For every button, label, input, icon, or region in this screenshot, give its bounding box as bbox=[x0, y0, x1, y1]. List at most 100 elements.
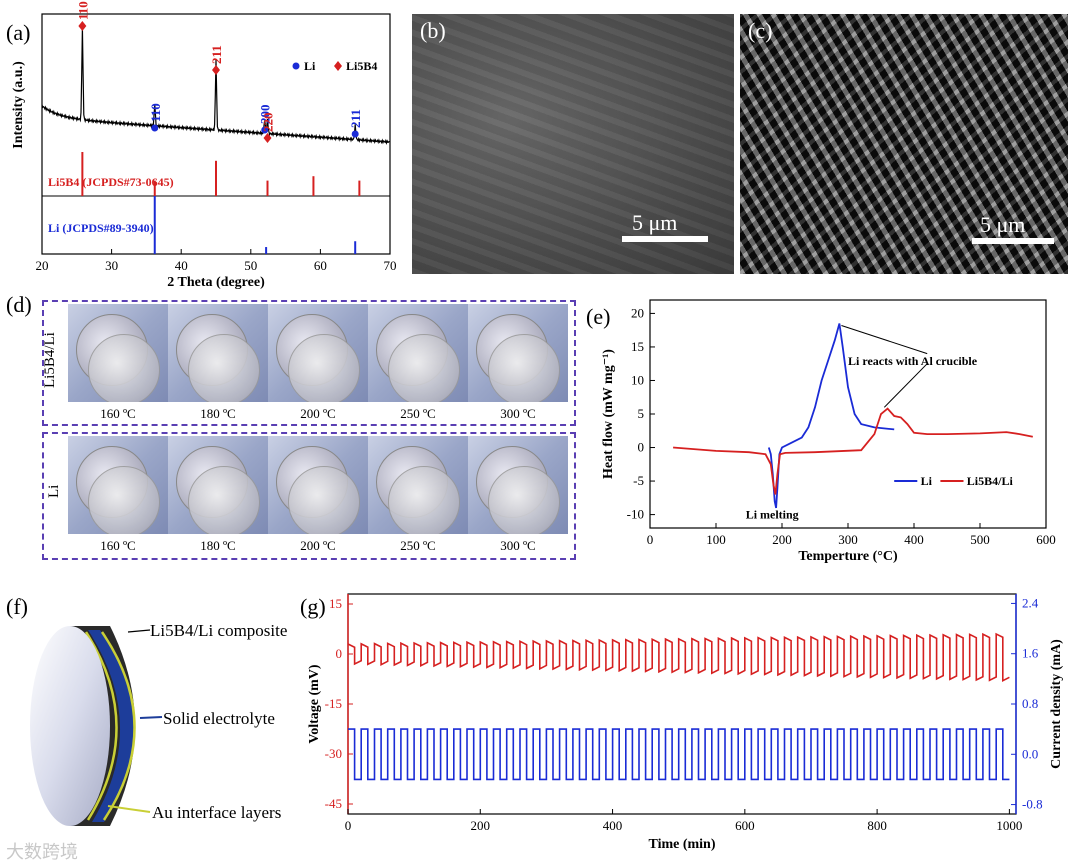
x-tick-label: 400 bbox=[603, 818, 623, 833]
disk bbox=[188, 466, 260, 534]
disk bbox=[388, 334, 460, 402]
y-tick-label: -15 bbox=[325, 696, 342, 711]
temperature-caption: 300 ºC bbox=[500, 406, 536, 421]
callout-line bbox=[139, 716, 163, 719]
x-tick-label: 500 bbox=[970, 532, 990, 547]
annotation-arrow bbox=[883, 363, 928, 408]
temperature-caption: 180 ºC bbox=[200, 538, 236, 553]
sample-photo bbox=[168, 304, 268, 402]
x-tick-label: 30 bbox=[105, 258, 118, 273]
photo-row-li5b4: Li5B4/Li bbox=[42, 300, 576, 426]
li-peak-marker bbox=[261, 126, 269, 134]
panel-c-label: (c) bbox=[748, 18, 773, 43]
scale-bar bbox=[972, 238, 1054, 244]
callout-line bbox=[107, 805, 151, 813]
series-line-voltage bbox=[347, 632, 1010, 683]
xrd-chart: (a) 20 30 40 50 60 70 2 Theta (degree) Intensit… bbox=[6, 1, 397, 290]
peak-label: 211 bbox=[209, 45, 224, 64]
li5b4-peak-marker bbox=[212, 65, 220, 75]
peak-label: 200 bbox=[258, 105, 273, 125]
x-tick-label: 300 bbox=[838, 532, 858, 547]
sample-photo bbox=[468, 304, 568, 402]
li5b4-peak-marker bbox=[78, 21, 87, 31]
series-line-li5b4li bbox=[673, 407, 1033, 495]
x-tick-label: 400 bbox=[904, 532, 924, 547]
x-tick-label: 200 bbox=[471, 818, 491, 833]
y-tick-label: 20 bbox=[631, 305, 644, 320]
disk bbox=[488, 466, 560, 534]
temperature-caption: 250 ºC bbox=[400, 538, 436, 553]
y-tick-label: 0 bbox=[638, 440, 645, 455]
y-tick-label: -10 bbox=[627, 507, 644, 522]
sample-photo bbox=[368, 436, 468, 534]
y-axis-title: Voltage (mV) bbox=[307, 664, 322, 744]
x-tick-label: 70 bbox=[384, 258, 397, 273]
x-tick-label: 600 bbox=[735, 818, 755, 833]
y-tick-label: 15 bbox=[631, 339, 644, 354]
annotation-react: Li reacts with Al crucible bbox=[848, 354, 978, 368]
legend-label-li: Li bbox=[921, 474, 933, 488]
x-tick-label: 800 bbox=[867, 818, 887, 833]
x-tick-label: 60 bbox=[314, 258, 327, 273]
y2-tick-label: 0.8 bbox=[1022, 696, 1038, 711]
legend-label-li: Li bbox=[304, 59, 316, 73]
row-label: Li5B4/Li bbox=[42, 332, 58, 388]
panel-e-label: (e) bbox=[586, 304, 610, 329]
disk bbox=[488, 334, 560, 402]
callout-electrolyte: Solid electrolyte bbox=[163, 709, 275, 728]
annotation-arrow bbox=[841, 324, 928, 355]
dsc-chart: (e) 0 100 200 300 400 500 600 -10 -5 0 5 10 15 20 Temp… bbox=[586, 299, 1056, 564]
panel-g-label: (g) bbox=[300, 594, 326, 619]
series-line-li bbox=[767, 323, 895, 509]
sem-image-b: (b) 5 μm bbox=[412, 14, 734, 274]
li-peak-marker bbox=[351, 130, 359, 138]
legend-marker-li bbox=[292, 62, 300, 70]
peak-label: 110 bbox=[75, 1, 90, 20]
panel-b-label: (b) bbox=[420, 18, 446, 43]
x-tick-label: 40 bbox=[175, 258, 188, 273]
x-tick-label: 200 bbox=[772, 532, 792, 547]
sample-photo bbox=[468, 436, 568, 534]
peak-label: 110 bbox=[148, 103, 163, 122]
disk bbox=[88, 334, 160, 402]
plot-frame bbox=[41, 13, 391, 255]
sample-photo bbox=[68, 304, 168, 402]
plot-frame bbox=[649, 299, 1047, 529]
temperature-caption: 250 ºC bbox=[400, 406, 436, 421]
disk bbox=[288, 334, 360, 402]
cell-schematic: (f) Li5B4/Li composite Solid electrolyte… bbox=[6, 594, 287, 826]
x-tick-label: 100 bbox=[706, 532, 726, 547]
y2-tick-label: -0.8 bbox=[1022, 797, 1043, 812]
y-tick-label: 0 bbox=[336, 646, 343, 661]
sample-photo bbox=[168, 436, 268, 534]
y2-tick-label: 1.6 bbox=[1022, 646, 1039, 661]
panel-d-label: (d) bbox=[6, 292, 32, 317]
sample-photo bbox=[268, 436, 368, 534]
legend-marker-li5b4 bbox=[334, 61, 342, 71]
y-tick-label: 15 bbox=[329, 596, 342, 611]
temperature-caption: 200 ºC bbox=[300, 538, 336, 553]
temperature-caption: 180 ºC bbox=[200, 406, 236, 421]
temperature-caption: 300 ºC bbox=[500, 538, 536, 553]
li5b4-peak-marker bbox=[263, 133, 272, 143]
x-tick-label: 0 bbox=[647, 532, 654, 547]
disk bbox=[288, 466, 360, 534]
sample-photo bbox=[268, 304, 368, 402]
callout-composite: Li5B4/Li composite bbox=[150, 621, 287, 640]
x-tick-label: 20 bbox=[36, 258, 49, 273]
callout-line bbox=[127, 629, 151, 633]
disk bbox=[188, 334, 260, 402]
scale-label: 5 μm bbox=[980, 212, 1026, 237]
y-tick-label: -45 bbox=[325, 796, 342, 811]
sem-image-c: (c) 5 μm bbox=[740, 14, 1068, 274]
ref-label-li: Li (JCPDS#89-3940) bbox=[48, 221, 154, 235]
panel-f-label: (f) bbox=[6, 594, 28, 619]
x-axis-title: 2 Theta (degree) bbox=[167, 275, 265, 290]
disk bbox=[388, 466, 460, 534]
y-tick-label: 10 bbox=[631, 372, 644, 387]
y-tick-label: -30 bbox=[325, 746, 342, 761]
xrd-pattern-line bbox=[41, 27, 390, 146]
scale-bar bbox=[622, 236, 708, 242]
x-axis-title: Time (min) bbox=[648, 837, 715, 852]
sample-photo bbox=[68, 436, 168, 534]
